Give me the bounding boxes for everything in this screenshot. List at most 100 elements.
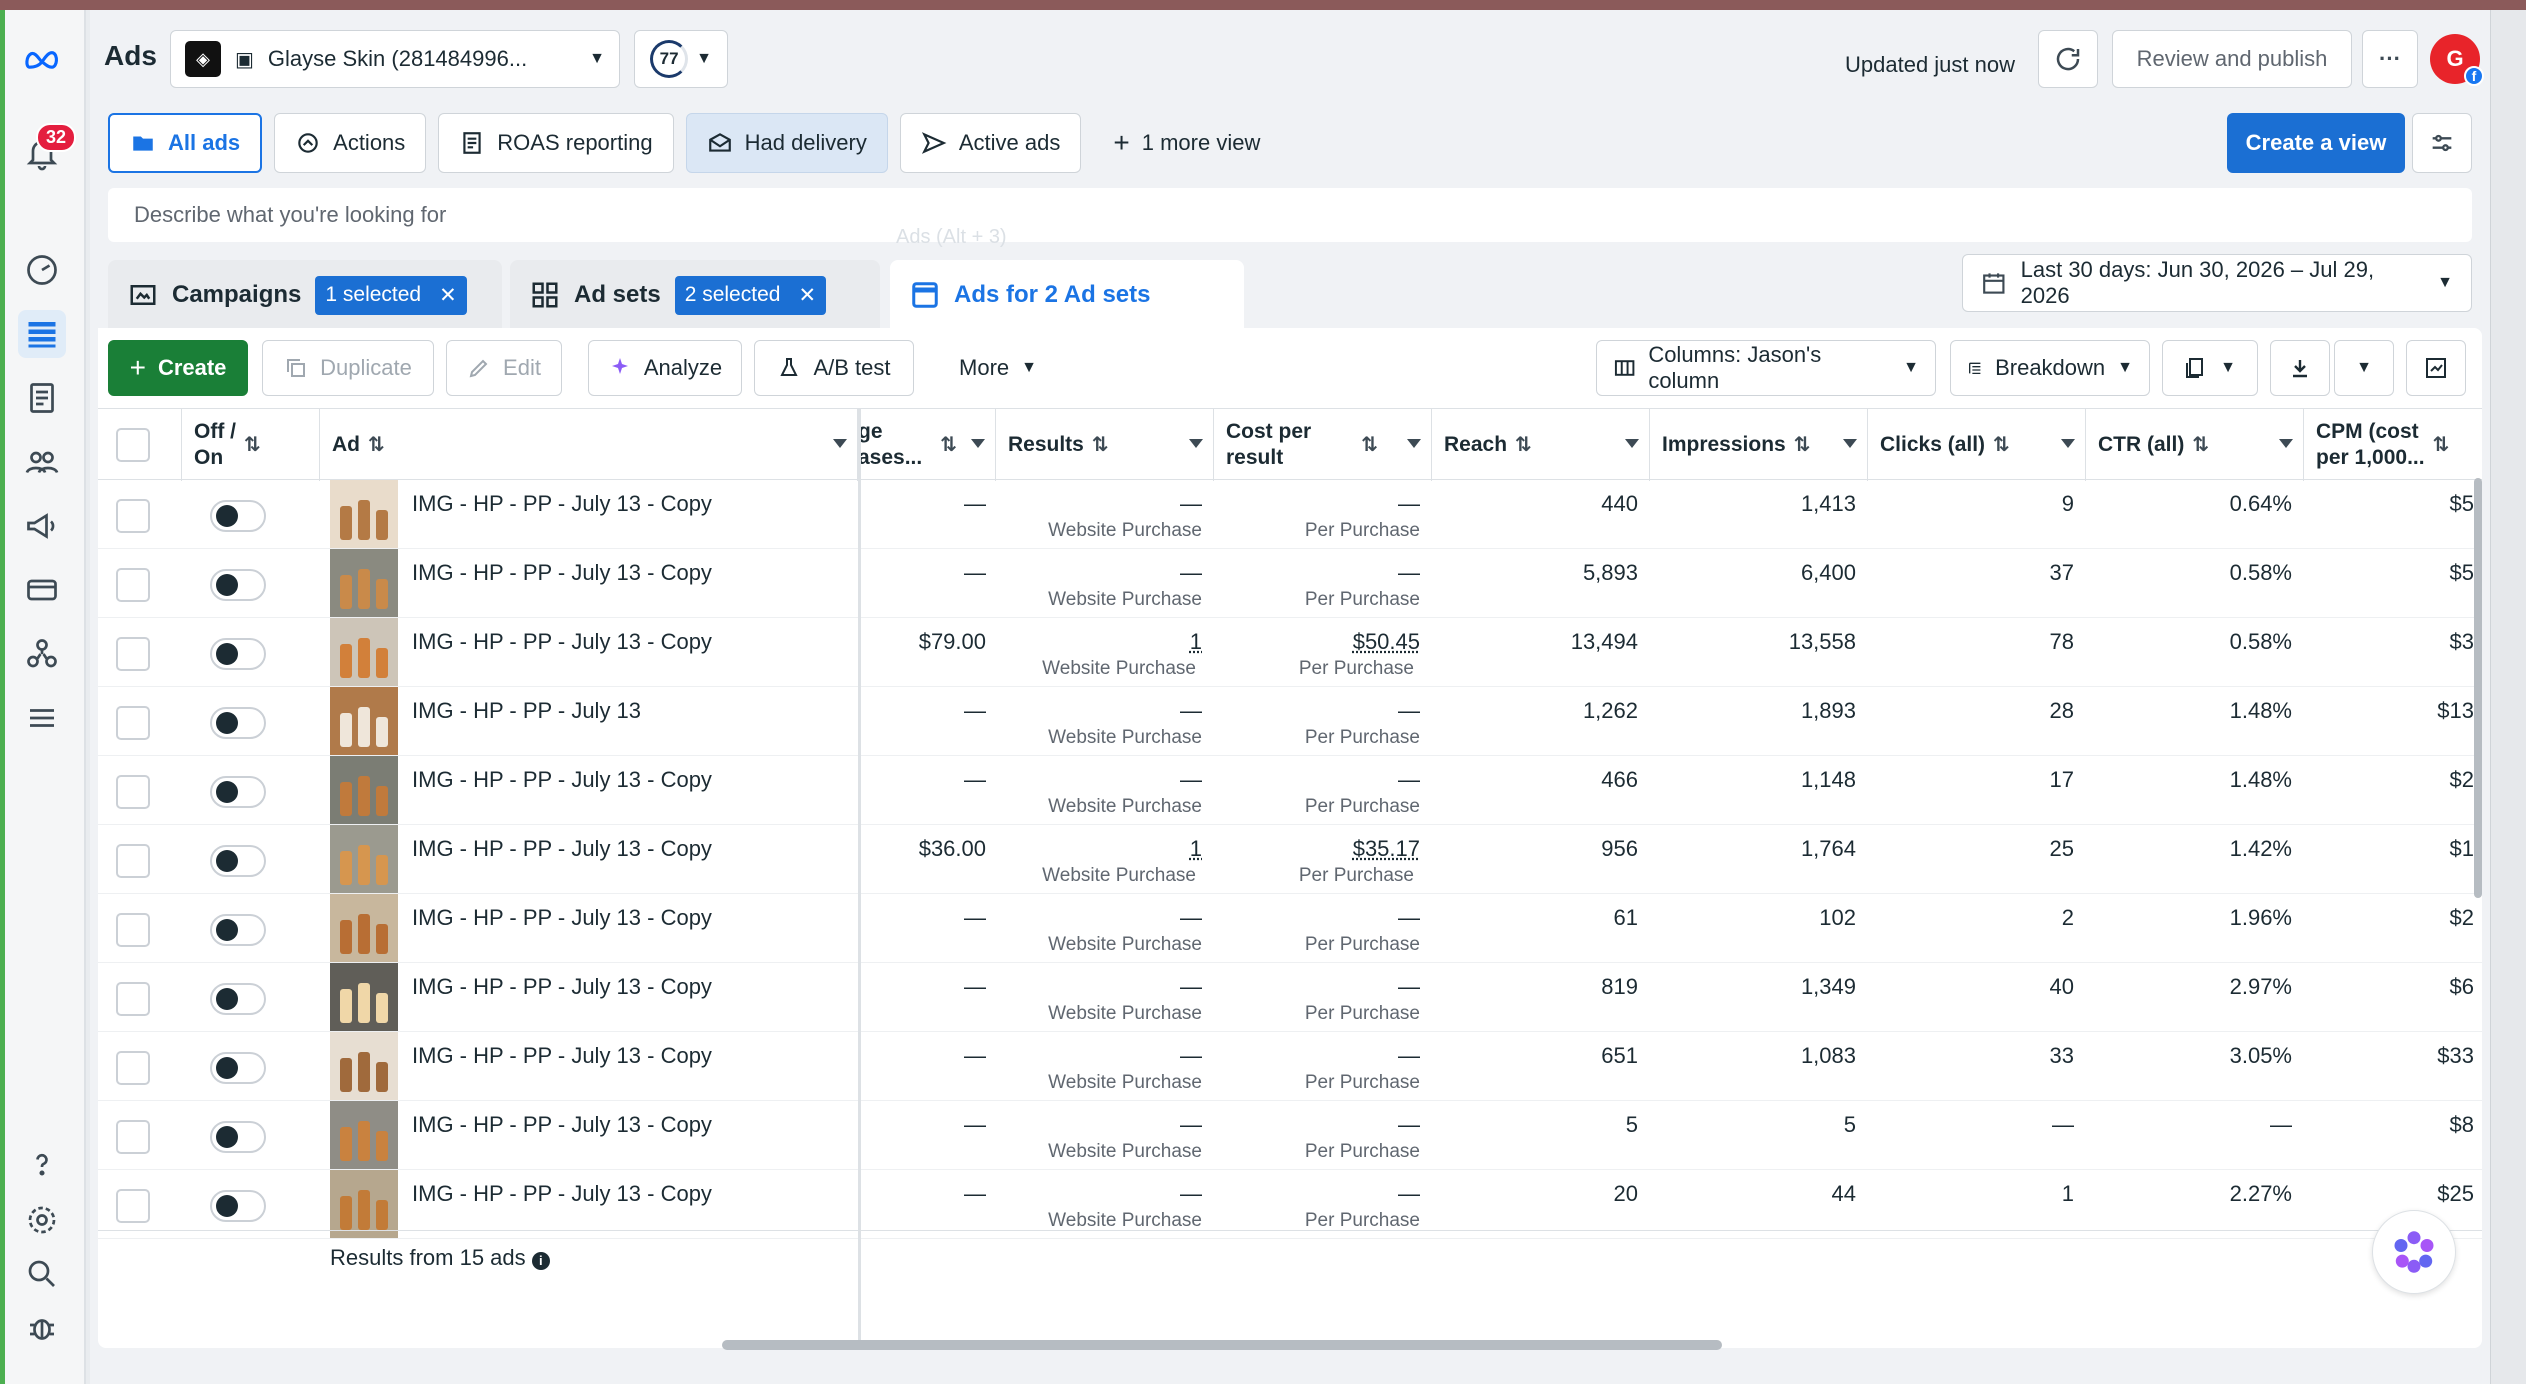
- row-checkbox[interactable]: [116, 844, 150, 878]
- sort-icon[interactable]: ⇅: [1515, 434, 1532, 456]
- ad-name[interactable]: IMG - HP - PP - July 13 - Copy: [412, 1112, 712, 1137]
- ad-name[interactable]: IMG - HP - PP - July 13 - Copy: [412, 974, 712, 999]
- result-value[interactable]: 1: [1189, 629, 1202, 654]
- table-row[interactable]: IMG - HP - PP - July 13 - Copy — — Website …: [98, 549, 2482, 618]
- col-off-on[interactable]: Off / On ⇅: [182, 409, 320, 481]
- sort-icon[interactable]: ⇅: [1993, 434, 2010, 456]
- ad-name[interactable]: IMG - HP - PP - July 13 - Copy: [412, 767, 712, 792]
- col-cost-per-result[interactable]: Cost per result ⇅: [1214, 409, 1432, 481]
- billing-card-icon[interactable]: [18, 566, 66, 614]
- more-options-button[interactable]: ···: [2362, 30, 2418, 88]
- result-value[interactable]: 1: [1189, 836, 1202, 861]
- gear-icon[interactable]: [18, 1196, 66, 1244]
- chevron-down-icon[interactable]: [2279, 439, 2293, 448]
- ad-name[interactable]: IMG - HP - PP - July 13 - Copy: [412, 1181, 712, 1206]
- review-publish-button[interactable]: Review and publish: [2112, 30, 2352, 88]
- ad-thumbnail[interactable]: [330, 618, 398, 686]
- table-row[interactable]: IMG - HP - PP - July 13 - Copy $36.00 1 Web…: [98, 825, 2482, 894]
- ad-thumbnail[interactable]: [330, 1101, 398, 1169]
- view-all-ads[interactable]: All ads: [108, 113, 263, 173]
- ad-thumbnail[interactable]: [330, 1032, 398, 1100]
- horizontal-scrollbar[interactable]: [722, 1340, 1722, 1350]
- table-row[interactable]: IMG - HP - PP - July 13 — — Website Purchas…: [98, 687, 2482, 756]
- ad-toggle[interactable]: [210, 845, 266, 877]
- ad-toggle[interactable]: [210, 1121, 266, 1153]
- cost-value[interactable]: $35.17: [1352, 836, 1420, 861]
- ad-thumbnail[interactable]: [330, 549, 398, 617]
- breakdown-button[interactable]: Breakdown ▼: [1950, 340, 2150, 396]
- view-roas-reporting[interactable]: ROAS reporting: [438, 113, 674, 173]
- row-checkbox[interactable]: [116, 637, 150, 671]
- create-button[interactable]: + Create: [108, 340, 248, 396]
- date-range-picker[interactable]: Last 30 days: Jun 30, 2026 – Jul 29, 202…: [1962, 254, 2472, 312]
- analyze-button[interactable]: Analyze: [588, 340, 742, 396]
- campaigns-selected-badge[interactable]: 1 selected ✕: [315, 275, 467, 315]
- col-purchases[interactable]: ge ases... ⇅: [858, 409, 996, 481]
- row-checkbox[interactable]: [116, 568, 150, 602]
- create-view-button[interactable]: Create a view: [2227, 113, 2405, 173]
- sort-icon[interactable]: ⇅: [2432, 434, 2450, 456]
- chevron-down-icon[interactable]: [833, 439, 847, 448]
- ad-toggle[interactable]: [210, 776, 266, 808]
- col-cpm[interactable]: CPM (cost per 1,000... ⇅: [2304, 409, 2482, 481]
- ad-toggle[interactable]: [210, 569, 266, 601]
- row-checkbox[interactable]: [116, 913, 150, 947]
- business-assets-icon[interactable]: [18, 630, 66, 678]
- charts-button[interactable]: [2406, 340, 2466, 396]
- select-all-checkbox[interactable]: [116, 428, 150, 462]
- ad-toggle[interactable]: [210, 1052, 266, 1084]
- tab-ads[interactable]: Ads for 2 Ad sets: [890, 260, 1244, 330]
- col-ad[interactable]: Ad ⇅: [320, 409, 858, 481]
- sort-icon[interactable]: ⇅: [940, 434, 957, 456]
- sort-icon[interactable]: ⇅: [244, 434, 261, 456]
- ad-thumbnail[interactable]: [330, 756, 398, 824]
- table-row[interactable]: IMG - HP - PP - July 13 - Copy — — Website …: [98, 894, 2482, 963]
- close-icon[interactable]: ✕: [439, 283, 457, 307]
- close-icon[interactable]: ✕: [798, 283, 817, 307]
- chevron-down-icon[interactable]: [1625, 439, 1639, 448]
- ad-thumbnail[interactable]: [330, 894, 398, 962]
- col-clicks[interactable]: Clicks (all) ⇅: [1868, 409, 2086, 481]
- megaphone-icon[interactable]: [18, 502, 66, 550]
- row-checkbox[interactable]: [116, 982, 150, 1016]
- table-row[interactable]: IMG - HP - PP - July 13 - Copy $79.00 1 Web…: [98, 618, 2482, 687]
- opportunity-score-button[interactable]: 77 ▼: [634, 30, 728, 88]
- row-checkbox[interactable]: [116, 1189, 150, 1223]
- audiences-icon[interactable]: [18, 438, 66, 486]
- ad-thumbnail[interactable]: [330, 825, 398, 893]
- view-had-delivery[interactable]: Had delivery: [685, 113, 888, 173]
- chevron-down-icon[interactable]: [971, 439, 985, 448]
- row-checkbox[interactable]: [116, 499, 150, 533]
- ai-assistant-button[interactable]: [2372, 1210, 2456, 1294]
- ad-toggle[interactable]: [210, 914, 266, 946]
- ad-name[interactable]: IMG - HP - PP - July 13 - Copy: [412, 560, 712, 585]
- row-checkbox[interactable]: [116, 775, 150, 809]
- reports-button[interactable]: ▼: [2162, 340, 2258, 396]
- chevron-down-icon[interactable]: [1843, 439, 1857, 448]
- ad-name[interactable]: IMG - HP - PP - July 13 - Copy: [412, 836, 712, 861]
- table-row[interactable]: IMG - HP - PP - July 13 - Copy — — Website …: [98, 756, 2482, 825]
- view-actions[interactable]: Actions: [274, 113, 427, 173]
- sort-icon[interactable]: ⇅: [2192, 434, 2210, 456]
- edit-button[interactable]: Edit: [446, 340, 562, 396]
- duplicate-button[interactable]: Duplicate: [262, 340, 434, 396]
- row-checkbox[interactable]: [116, 1051, 150, 1085]
- sort-icon[interactable]: ⇅: [1091, 434, 1109, 456]
- ad-name[interactable]: IMG - HP - PP - July 13 - Copy: [412, 491, 712, 516]
- ad-name[interactable]: IMG - HP - PP - July 13 - Copy: [412, 905, 712, 930]
- table-row[interactable]: IMG - HP - PP - July 13 - Copy — — Website …: [98, 1101, 2482, 1170]
- search-input[interactable]: Describe what you're looking for: [108, 188, 2472, 242]
- col-impressions[interactable]: Impressions ⇅: [1650, 409, 1868, 481]
- ad-toggle[interactable]: [210, 983, 266, 1015]
- ad-name[interactable]: IMG - HP - PP - July 13 - Copy: [412, 1043, 712, 1068]
- table-row[interactable]: IMG - HP - PP - July 13 - Copy — — Website …: [98, 963, 2482, 1032]
- more-button[interactable]: More ▼: [928, 340, 1068, 396]
- adsets-selected-badge[interactable]: 2 selected ✕: [674, 275, 827, 315]
- search-icon[interactable]: [18, 1250, 66, 1298]
- ad-toggle[interactable]: [210, 500, 266, 532]
- vertical-scrollbar[interactable]: [2474, 478, 2482, 898]
- ad-toggle[interactable]: [210, 707, 266, 739]
- sort-icon[interactable]: ⇅: [1793, 434, 1811, 456]
- meta-logo-icon[interactable]: [18, 36, 66, 84]
